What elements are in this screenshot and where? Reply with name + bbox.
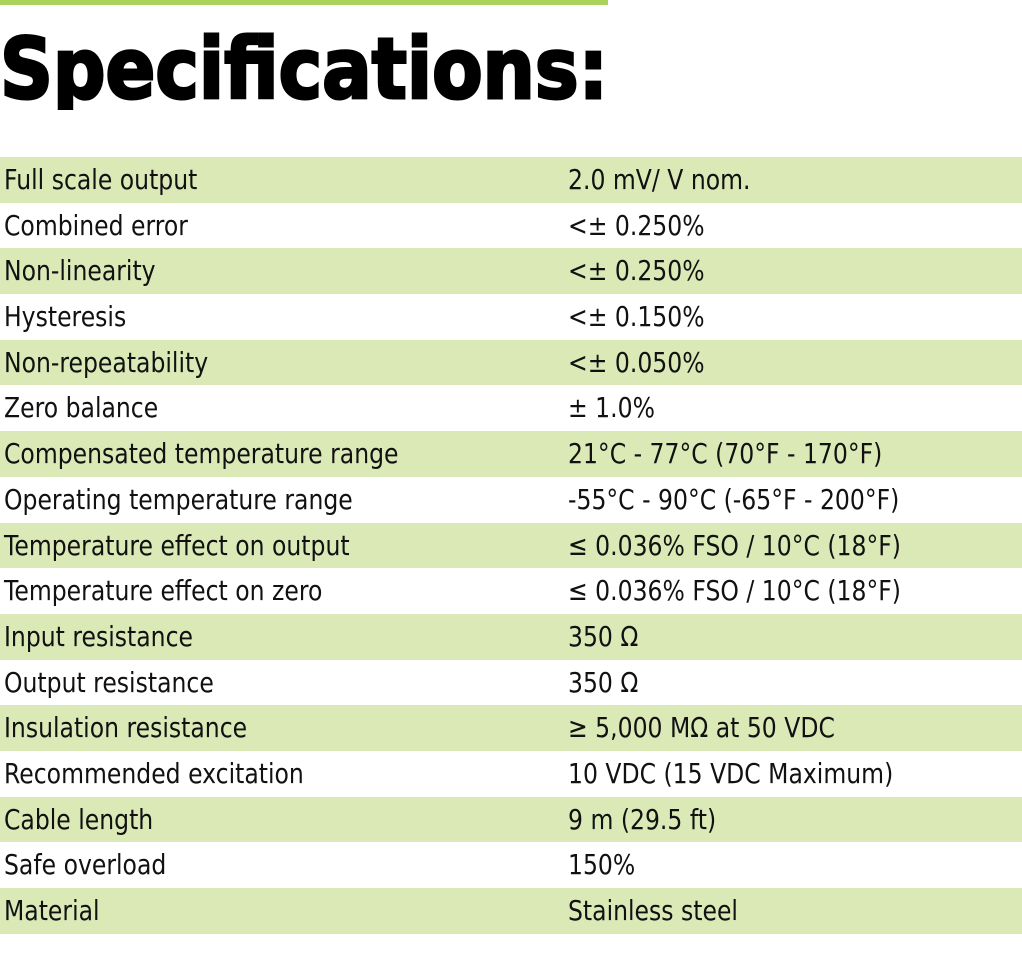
spec-label: Recommended excitation bbox=[4, 756, 304, 790]
spec-row: Insulation resistance ≥ 5,000 MΩ at 50 VD… bbox=[0, 705, 1022, 751]
spec-value: ≤ 0.036% FSO / 10°C (18°F) bbox=[568, 574, 901, 608]
spec-row: Hysteresis <± 0.150% bbox=[0, 294, 1022, 340]
spec-value: ≤ 0.036% FSO / 10°C (18°F) bbox=[568, 528, 901, 562]
spec-value: <± 0.150% bbox=[568, 300, 705, 334]
spec-row: Combined error <± 0.250% bbox=[0, 203, 1022, 249]
spec-row: Material Stainless steel bbox=[0, 888, 1022, 934]
spec-row: Operating temperature range -55°C - 90°C … bbox=[0, 477, 1022, 523]
spec-row: Non-linearity <± 0.250% bbox=[0, 248, 1022, 295]
spec-row: Full scale output 2.0 mV/ V nom. bbox=[0, 157, 1022, 203]
spec-value: ≥ 5,000 MΩ at 50 VDC bbox=[568, 711, 835, 745]
spec-value: 10 VDC (15 VDC Maximum) bbox=[568, 756, 894, 790]
spec-label: Non-repeatability bbox=[4, 345, 209, 379]
spec-value: <± 0.250% bbox=[568, 254, 705, 288]
spec-label: Insulation resistance bbox=[4, 711, 248, 745]
spec-label: Input resistance bbox=[4, 619, 193, 653]
spec-row: Recommended excitation 10 VDC (15 VDC Max… bbox=[0, 751, 1022, 797]
spec-value: <± 0.050% bbox=[568, 345, 705, 379]
spec-label: Material bbox=[4, 894, 100, 927]
spec-table: Full scale output 2.0 mV/ V nom. Combined … bbox=[0, 157, 1022, 934]
spec-label: Full scale output bbox=[4, 163, 198, 196]
spec-value: 21°C - 77°C (70°F - 170°F) bbox=[568, 437, 883, 471]
accent-bar bbox=[0, 0, 608, 5]
spec-value: 2.0 mV/ V nom. bbox=[568, 163, 751, 196]
spec-value: <± 0.250% bbox=[568, 208, 705, 242]
spec-row: Temperature effect on output ≤ 0.036% FSO… bbox=[0, 522, 1022, 569]
spec-value: 350 Ω bbox=[568, 619, 639, 653]
spec-row: Non-repeatability <± 0.050% bbox=[0, 339, 1022, 386]
spec-row: Safe overload 150% bbox=[0, 842, 1022, 888]
title-svg: Specifications: bbox=[0, 30, 610, 110]
spec-value: -55°C - 90°C (-65°F - 200°F) bbox=[568, 482, 900, 516]
page-title: Specifications: bbox=[0, 30, 608, 110]
spec-label: Output resistance bbox=[4, 665, 214, 699]
spec-label: Temperature effect on zero bbox=[4, 574, 323, 608]
spec-value: Stainless steel bbox=[568, 894, 738, 927]
spec-label: Compensated temperature range bbox=[4, 437, 399, 471]
spec-label: Operating temperature range bbox=[4, 482, 353, 516]
spec-row: Temperature effect on zero ≤ 0.036% FSO /… bbox=[0, 568, 1022, 614]
spec-value: 350 Ω bbox=[568, 665, 639, 699]
spec-value: 9 m (29.5 ft) bbox=[568, 802, 717, 836]
spec-row: Cable length 9 m (29.5 ft) bbox=[0, 796, 1022, 843]
spec-row: Output resistance 350 Ω bbox=[0, 660, 1022, 706]
spec-label: Safe overload bbox=[4, 848, 167, 882]
spec-value: 150% bbox=[568, 848, 636, 882]
spec-value: ± 1.0% bbox=[568, 391, 655, 425]
spec-label: Combined error bbox=[4, 208, 188, 242]
spec-label: Hysteresis bbox=[4, 300, 127, 334]
spec-label: Temperature effect on output bbox=[4, 528, 350, 562]
spec-label: Non-linearity bbox=[4, 254, 156, 288]
spec-label: Zero balance bbox=[4, 391, 159, 425]
spec-row: Input resistance 350 Ω bbox=[0, 613, 1022, 660]
spec-row: Zero balance ± 1.0% bbox=[0, 385, 1022, 431]
spec-row: Compensated temperature range 21°C - 77°C… bbox=[0, 431, 1022, 477]
spec-label: Cable length bbox=[4, 802, 154, 836]
